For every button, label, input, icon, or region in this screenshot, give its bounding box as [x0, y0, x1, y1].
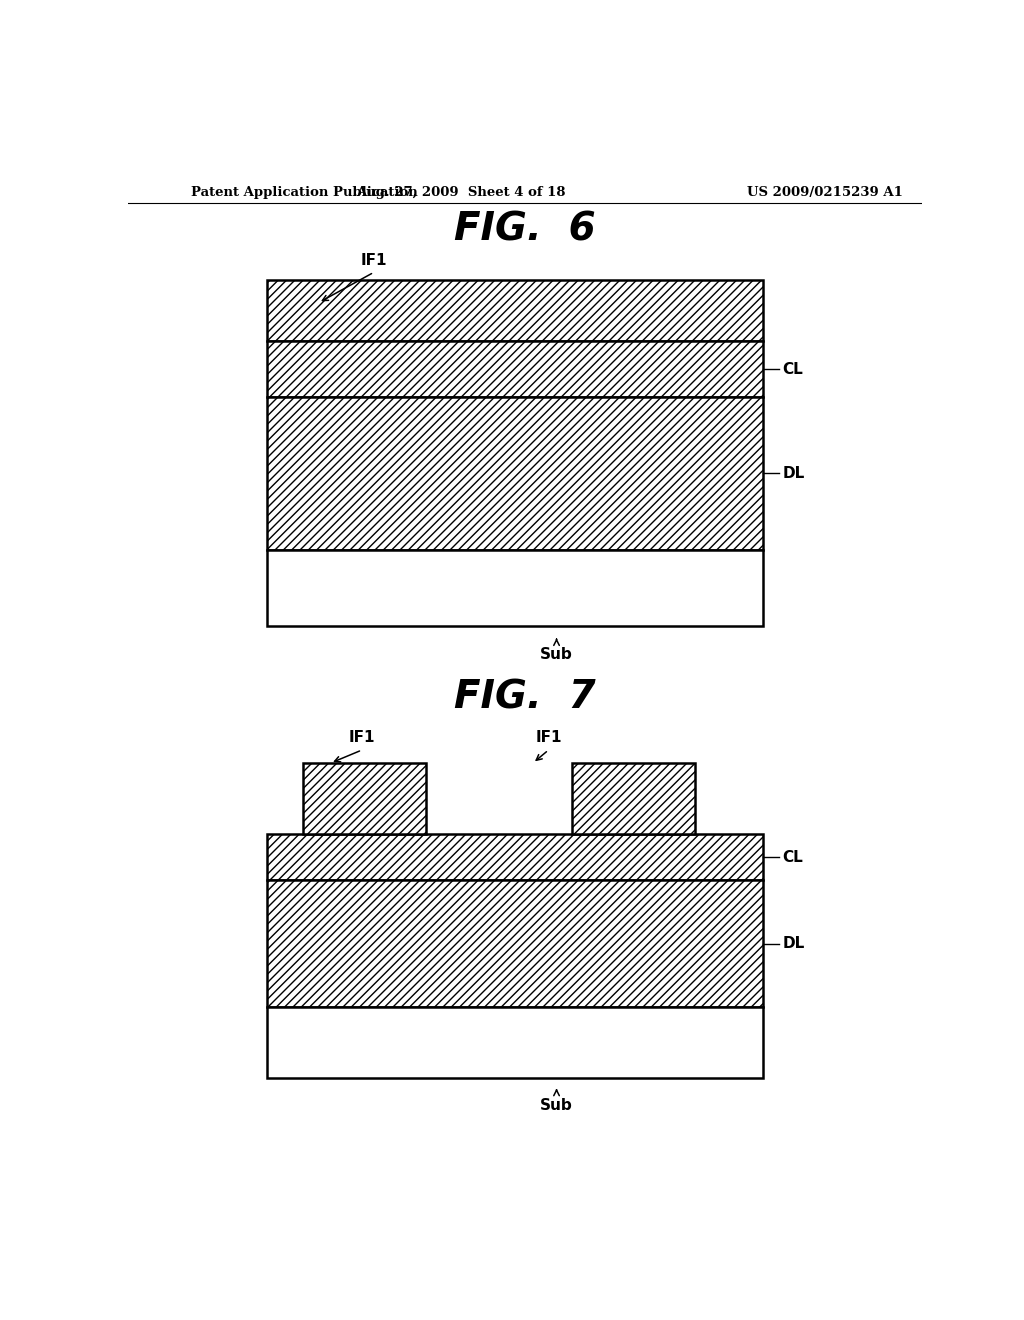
Bar — [267, 280, 763, 342]
Text: Patent Application Publication: Patent Application Publication — [191, 186, 418, 199]
Text: US 2009/0215239 A1: US 2009/0215239 A1 — [748, 186, 903, 199]
Bar — [267, 549, 763, 626]
Bar — [267, 880, 763, 1007]
Text: FIG.  7: FIG. 7 — [454, 678, 596, 715]
Bar — [267, 397, 763, 549]
Bar — [303, 763, 426, 834]
Text: IF1: IF1 — [349, 730, 376, 746]
Text: Sub: Sub — [541, 647, 572, 661]
Text: CL: CL — [782, 362, 804, 376]
Text: IF1: IF1 — [536, 730, 562, 746]
Text: CL: CL — [782, 850, 804, 865]
Text: FIG.  6: FIG. 6 — [454, 211, 596, 248]
Text: IF1: IF1 — [360, 252, 387, 268]
Bar — [267, 834, 763, 880]
Text: DL: DL — [782, 466, 805, 480]
Text: DL: DL — [782, 936, 805, 952]
Bar — [572, 763, 695, 834]
Text: Sub: Sub — [541, 1098, 572, 1113]
Bar — [267, 1007, 763, 1078]
Bar — [267, 342, 763, 397]
Text: Aug. 27, 2009  Sheet 4 of 18: Aug. 27, 2009 Sheet 4 of 18 — [356, 186, 566, 199]
